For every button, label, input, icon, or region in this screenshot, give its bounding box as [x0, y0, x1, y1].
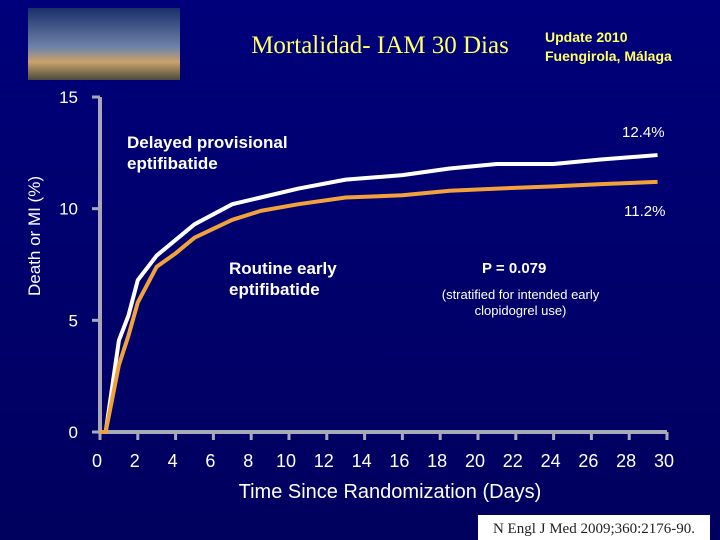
series-line	[100, 153, 658, 434]
y-axis-label: Death or MI (%)	[25, 176, 44, 296]
x-tick-label: 2	[130, 451, 140, 471]
x-tick-label: 4	[168, 451, 178, 471]
title: Mortalidad- IAM 30 Dias	[251, 32, 509, 59]
y-tick-label: 5	[69, 311, 78, 330]
citation-box	[478, 515, 710, 540]
x-tick-label: 22	[503, 451, 523, 471]
update: Update 2010	[545, 29, 628, 45]
series-line	[100, 179, 658, 434]
p-value: P = 0.079	[482, 260, 547, 277]
end-label: 12.4%	[622, 124, 665, 141]
x-tick-label: 8	[243, 451, 253, 471]
x-tick-label: 18	[427, 451, 447, 471]
end-label: 11.2%	[624, 203, 666, 220]
annotation: (stratified for intended early clopidogr…	[441, 287, 600, 318]
x-tick-label: 16	[389, 451, 409, 471]
y-tick-label: 0	[69, 423, 78, 442]
x-tick-label: 30	[654, 451, 674, 471]
thumbnail-photo	[28, 8, 180, 80]
series-label: Delayed provisional eptifibatide	[127, 133, 288, 173]
x-tick-label: 12	[314, 451, 334, 471]
x-tick-label: 14	[352, 451, 372, 471]
y-tick-label: 15	[59, 88, 78, 107]
y-tick-label: 10	[59, 200, 78, 219]
x-tick-label: 10	[276, 451, 296, 471]
update: Fuengirola, Málaga	[545, 48, 672, 64]
x-tick-label: 28	[616, 451, 636, 471]
x-tick-label: 24	[541, 451, 561, 471]
x-tick-label: 20	[465, 451, 485, 471]
x-axis-label: Time Since Randomization (Days)	[239, 481, 542, 503]
x-tick-label: 0	[92, 451, 102, 471]
x-tick-label: 6	[205, 451, 215, 471]
x-tick-label: 26	[578, 451, 598, 471]
citation: N Engl J Med 2009;360:2176-90.	[493, 521, 695, 537]
series-label: Routine early eptifibatide	[229, 259, 337, 299]
